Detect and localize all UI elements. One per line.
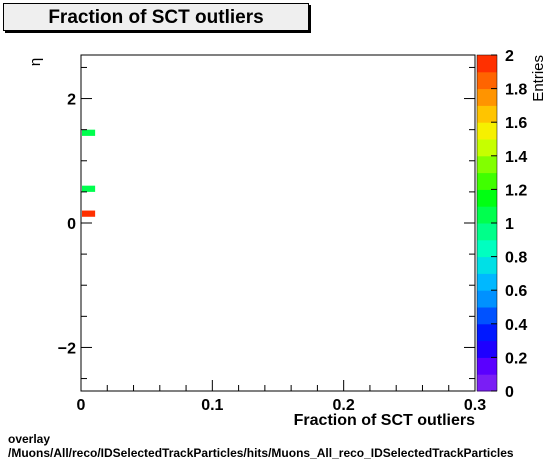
colorbar-segment bbox=[477, 122, 497, 140]
colorbar-tick-label: 0 bbox=[505, 384, 514, 401]
plot-frame bbox=[80, 54, 476, 392]
colorbar-segment bbox=[477, 139, 497, 157]
colorbar-segment bbox=[477, 155, 497, 174]
y-tick-label: −2 bbox=[58, 340, 76, 357]
colorbar-tick-label: 2 bbox=[505, 48, 514, 65]
x-tick-label: 0.3 bbox=[464, 397, 486, 414]
colorbar-segment bbox=[477, 55, 497, 73]
colorbar-segment bbox=[477, 172, 497, 190]
chart-title: Fraction of SCT outliers bbox=[48, 7, 264, 28]
colorbar-segment bbox=[477, 273, 497, 291]
heatmap-bin-2 bbox=[82, 210, 96, 217]
colorbar-tick-label: 0.8 bbox=[505, 250, 527, 267]
colorbar-segment bbox=[477, 206, 497, 224]
colorbar-segment bbox=[477, 357, 497, 375]
title-box: Fraction of SCT outliers bbox=[3, 3, 309, 31]
colorbar-tick-label: 1.8 bbox=[505, 82, 527, 99]
heatmap-bin-0 bbox=[82, 129, 96, 136]
x-tick-label: 0.2 bbox=[333, 397, 355, 414]
colorbar-segment bbox=[477, 223, 497, 241]
colorbar-segment bbox=[477, 189, 497, 207]
colorbar-tick-label: 0.4 bbox=[505, 317, 527, 334]
x-tick-label: 0 bbox=[77, 397, 86, 414]
colorbar-tick-label: 1.2 bbox=[505, 182, 527, 199]
colorbar-segment bbox=[477, 374, 497, 392]
y-axis-label: η bbox=[27, 58, 44, 66]
colorbar-tick-label: 1.6 bbox=[505, 115, 527, 132]
colorbar-label: Entries bbox=[530, 55, 546, 102]
colorbar-tick-label: 1.4 bbox=[505, 149, 527, 166]
colorbar-tick-label: 0.2 bbox=[505, 350, 527, 367]
colorbar-segment bbox=[477, 88, 497, 106]
heatmap-bin-1 bbox=[82, 185, 96, 192]
colorbar-segment bbox=[477, 323, 497, 342]
x-tick-label: 0.1 bbox=[201, 397, 223, 414]
x-axis-label: Fraction of SCT outliers bbox=[294, 412, 475, 429]
colorbar-segment bbox=[477, 105, 497, 123]
colorbar-segment bbox=[477, 256, 497, 274]
footer-line-1: overlay bbox=[8, 432, 51, 446]
colorbar-tick-label: 0.6 bbox=[505, 283, 527, 300]
colorbar-segment bbox=[477, 239, 497, 258]
colorbar-segment bbox=[477, 290, 497, 308]
y-tick-label: 0 bbox=[67, 216, 76, 233]
colorbar-tick-label: 1 bbox=[505, 216, 514, 233]
colorbar-segment bbox=[477, 71, 497, 90]
colorbar-segment bbox=[477, 307, 497, 325]
footer-line-2: /Muons/All/reco/IDSelectedTrackParticles… bbox=[8, 446, 514, 460]
y-tick-label: 2 bbox=[67, 92, 76, 109]
colorbar-segment bbox=[477, 340, 497, 358]
